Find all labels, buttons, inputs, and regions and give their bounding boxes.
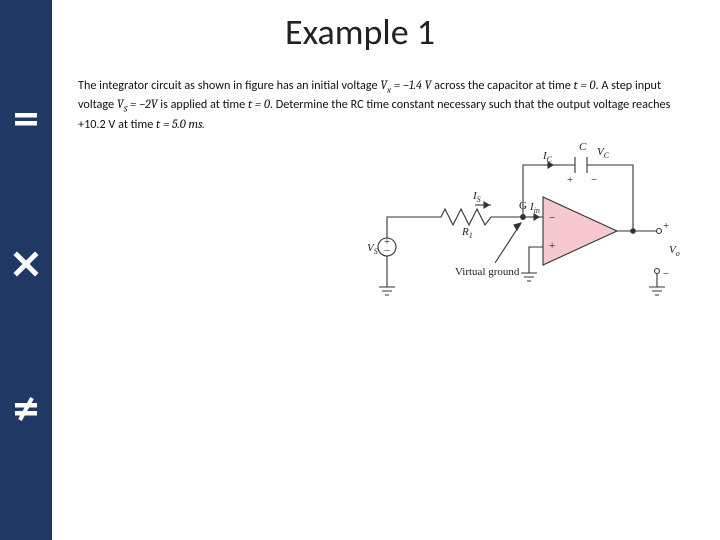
notequal-icon	[0, 385, 52, 433]
svg-text:−: −	[384, 245, 390, 257]
vo-plus: +	[663, 220, 669, 232]
opamp-minus: −	[549, 212, 555, 224]
label-ic-sub: C	[547, 155, 553, 164]
svg-text:IC: IC	[542, 150, 553, 164]
t5-eq: = 5.0 ms.	[160, 118, 205, 132]
text: is applied at time	[158, 97, 248, 112]
svg-text:R1: R1	[461, 226, 473, 240]
label-vc-sub: C	[604, 151, 610, 160]
svg-text:Vo: Vo	[669, 244, 680, 258]
label-iin-sub: in	[534, 206, 540, 215]
equals-icon	[0, 95, 52, 143]
t0a-eq: = 0	[578, 79, 596, 93]
circuit-diagram: + −	[365, 135, 685, 300]
svg-text:Iin: Iin	[529, 201, 540, 215]
label-vo-sub: o	[676, 249, 680, 258]
label-is-sub: S	[477, 195, 481, 204]
cap-minus: −	[591, 174, 597, 186]
opamp-plus: +	[549, 240, 555, 252]
label-c: C	[579, 141, 587, 153]
slide: Example 1 The integrator circuit as show…	[0, 0, 720, 540]
label-virtual-ground: Virtual ground	[455, 266, 520, 278]
label-r1-sub: 1	[469, 231, 473, 240]
t0b-eq: = 0	[252, 98, 270, 112]
vx-eq: = −1.4 V	[391, 79, 431, 93]
sidebar	[0, 0, 52, 540]
vs-eq: = −2V	[127, 98, 157, 112]
label-vs-sub: S	[374, 247, 378, 256]
svg-text:VC: VC	[597, 146, 610, 160]
vs-symbol: V	[117, 98, 124, 112]
x-icon	[0, 240, 52, 288]
cap-plus: +	[567, 174, 573, 186]
svg-text:VS: VS	[367, 242, 378, 256]
vo-minus: −	[663, 268, 669, 280]
svg-text:IS: IS	[472, 190, 481, 204]
text: across the capacitor at time	[431, 78, 573, 93]
slide-title: Example 1	[0, 10, 720, 54]
label-g: G	[519, 200, 527, 212]
text: The integrator circuit as shown in figur…	[78, 78, 380, 93]
problem-text: The integrator circuit as shown in figur…	[78, 78, 698, 133]
